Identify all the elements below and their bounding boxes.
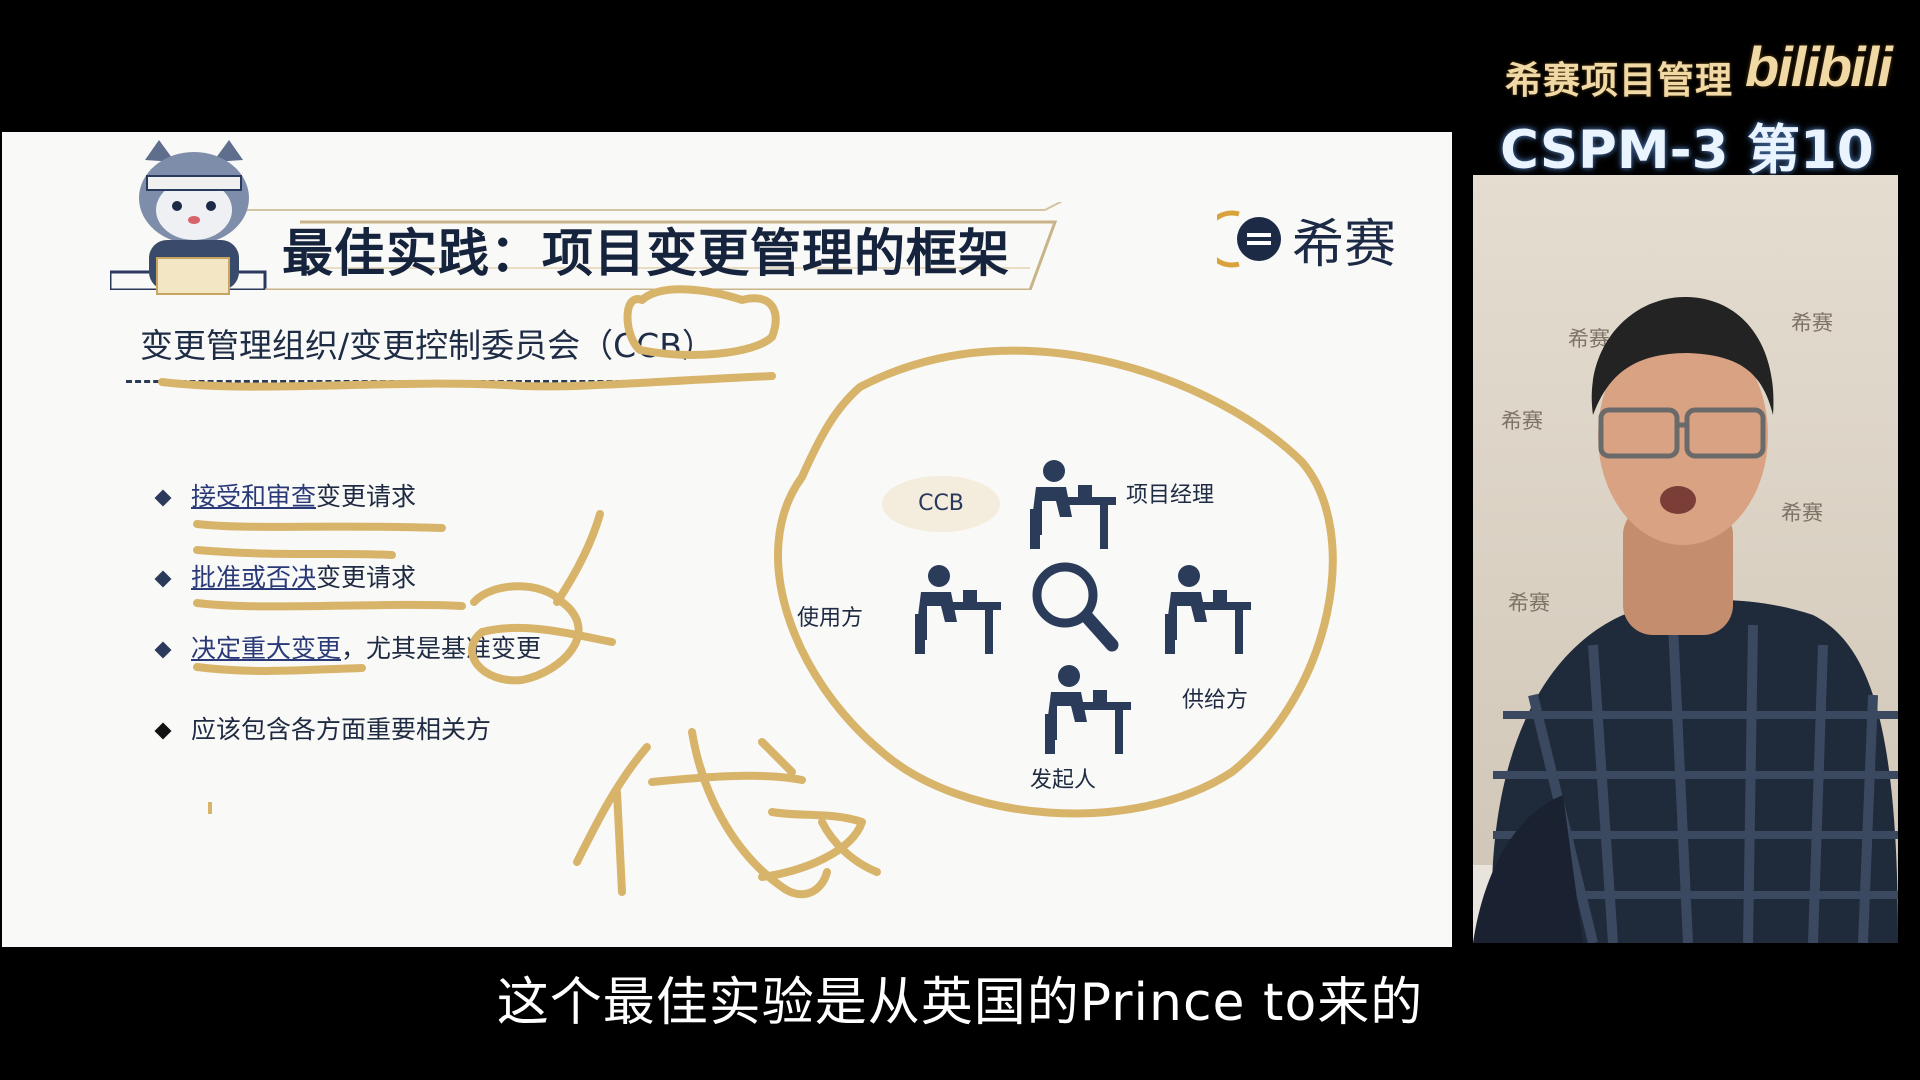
slide-logo-text: 希赛 <box>1292 215 1397 275</box>
role-user: 使用方 <box>797 606 864 631</box>
handwritten-annotations <box>158 285 1337 899</box>
supplier-desk-icon <box>1165 565 1251 654</box>
watermark: 希赛 <box>1508 591 1550 615</box>
bullet-text: 变更请求 <box>316 482 417 511</box>
presenter-webcam: 希赛 希赛 希赛 希赛 希赛 <box>1473 175 1898 943</box>
ccb-badge: CCB <box>882 476 1000 532</box>
initiator-desk-icon <box>1045 665 1131 754</box>
bilibili-logo: bilibili <box>1745 35 1893 98</box>
xisai-logo-icon <box>1217 210 1281 268</box>
bullet-emphasis: 批准或否决 <box>191 563 317 592</box>
role-supplier: 供给方 <box>1182 688 1249 713</box>
watermark: 希赛 <box>1791 311 1833 335</box>
presenter-figure <box>1473 296 1898 943</box>
cat-mascot-icon <box>139 140 249 295</box>
watermark: 希赛 <box>1781 501 1823 525</box>
bullet-text: ，尤其是基准变更 <box>341 634 542 663</box>
slide-title: 最佳实践：项目变更管理的框架 <box>282 225 1011 284</box>
subtitle-caption: 这个最佳实验是从英国的Prince to来的 <box>496 973 1424 1033</box>
role-initiator: 发起人 <box>1030 768 1097 793</box>
bullet-item-3: 决定重大变更，尤其是基准变更 <box>154 629 542 665</box>
lecture-slide: 最佳实践：项目变更管理的框架 希赛 变更管理组织/变更控制委员会（CCB） 接受… <box>2 132 1452 947</box>
bullet-emphasis: 接受和审查 <box>191 482 317 511</box>
channel-name: 希赛项目管理 <box>1505 59 1733 102</box>
title-banner <box>110 202 1063 290</box>
bullet-item-2: 批准或否决变更请求 <box>154 558 417 594</box>
bullet-item-1: 接受和审查变更请求 <box>154 477 417 513</box>
bullet-item-4: 应该包含各方面重要相关方 <box>154 710 492 746</box>
magnifier-icon <box>1032 562 1119 652</box>
user-desk-icon <box>915 565 1001 654</box>
watermark: 希赛 <box>1501 409 1543 433</box>
project-manager-desk-icon <box>1030 460 1116 549</box>
bullet-text: 应该包含各方面重要相关方 <box>191 715 492 744</box>
bullet-text: 变更请求 <box>316 563 417 592</box>
bullet-emphasis: 决定重大变更 <box>191 634 342 663</box>
section-subtitle: 变更管理组织/变更控制委员会（CCB） <box>140 326 715 365</box>
watermark: 希赛 <box>1568 327 1610 351</box>
role-project-manager: 项目经理 <box>1126 483 1215 508</box>
